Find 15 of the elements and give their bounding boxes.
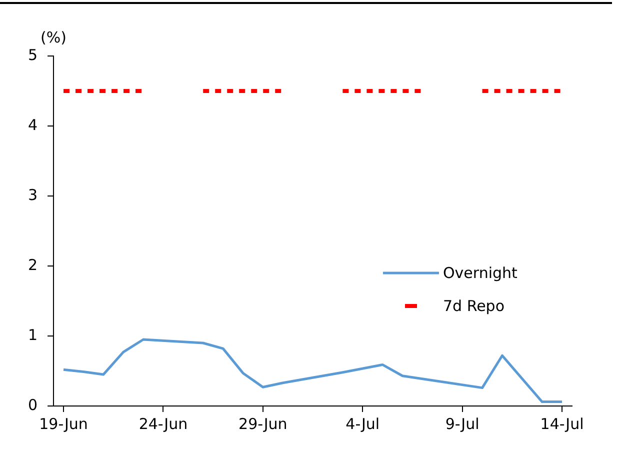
legend-label: Overnight <box>443 264 518 282</box>
y-tick-label: 4 <box>28 116 38 134</box>
y-tick-label: 3 <box>28 186 38 204</box>
y-tick-label: 2 <box>28 256 38 274</box>
y-tick-label: 1 <box>28 326 38 344</box>
y-tick-label: 5 <box>28 46 38 64</box>
x-tick-label: 19-Jun <box>39 414 88 433</box>
x-tick-label: 14-Jul <box>540 414 584 433</box>
y-tick-label: 0 <box>28 396 38 414</box>
x-tick-label: 4-Jul <box>346 414 380 433</box>
x-tick-label: 9-Jul <box>445 414 480 433</box>
legend-label: 7d Repo <box>443 296 505 314</box>
y-axis-title: (%) <box>40 28 67 46</box>
x-tick-label: 24-Jun <box>138 414 188 433</box>
x-tick-label: 29-Jun <box>238 414 288 433</box>
